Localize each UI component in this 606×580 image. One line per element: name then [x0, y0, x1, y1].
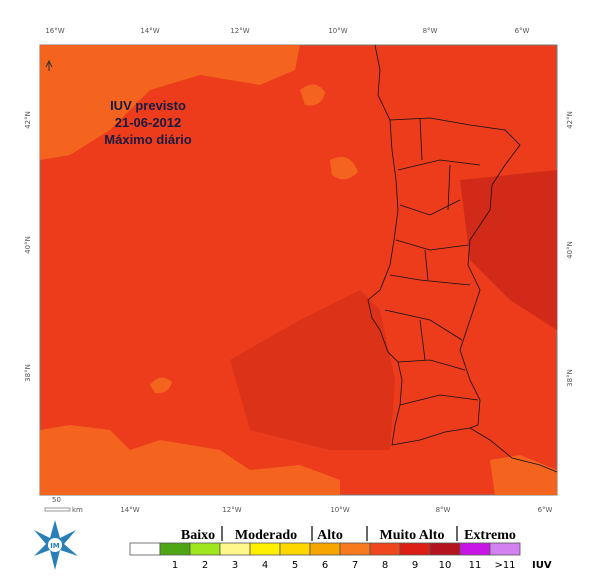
- top-tick-label: 8°W: [423, 27, 438, 35]
- bottom-tick-label: 10°W: [330, 506, 349, 514]
- logo: IM: [34, 520, 78, 570]
- legend: Baixo Moderado Alto Muito Alto Extremo 1 2 3 4 5 6…: [129, 526, 552, 571]
- legend-label: 8: [382, 560, 388, 571]
- bottom-tick-label: 8°W: [436, 506, 451, 514]
- legend-swatch: [429, 542, 461, 556]
- legend-label: 9: [412, 560, 418, 571]
- legend-label: 7: [352, 560, 358, 571]
- legend-swatch: [219, 542, 251, 556]
- legend-swatch: [369, 542, 401, 556]
- title-line: Máximo diário: [104, 132, 191, 147]
- legend-swatch: [159, 542, 191, 556]
- left-tick-label: 40°N: [24, 236, 32, 254]
- scale-unit: km: [72, 506, 83, 514]
- scale-bar: [44, 507, 71, 512]
- title-line: 21-06-2012: [115, 115, 182, 130]
- bottom-tick-label: 6°W: [538, 506, 553, 514]
- legend-swatch: [309, 542, 341, 556]
- legend-group: Baixo: [181, 528, 215, 543]
- coastline: [367, 44, 558, 473]
- right-tick-label: 40°N: [566, 241, 574, 259]
- north-arrow: [45, 59, 53, 71]
- legend-group: Muito Alto: [380, 528, 445, 543]
- dark-region: [230, 290, 395, 450]
- right-tick-label: 42°N: [566, 111, 574, 129]
- legend-label: 3: [232, 560, 238, 571]
- left-tick-label: 38°N: [24, 364, 32, 382]
- top-tick-label: 14°W: [140, 27, 159, 35]
- legend-label: 1: [172, 560, 178, 571]
- bottom-tick-label: 12°W: [222, 506, 241, 514]
- legend-swatch: [279, 542, 311, 556]
- svg-text:IM: IM: [50, 542, 60, 550]
- scale-value: 50: [52, 496, 61, 504]
- legend-label: 2: [202, 560, 208, 571]
- legend-label: 4: [262, 560, 268, 571]
- top-tick-label: 12°W: [230, 27, 249, 35]
- legend-group: Extremo: [464, 528, 516, 543]
- title-line: IUV previsto: [110, 98, 186, 113]
- left-tick-label: 42°N: [24, 111, 32, 129]
- legend-group: Moderado: [235, 528, 297, 543]
- legend-label: 10: [439, 560, 452, 571]
- orange-region: [40, 45, 300, 160]
- legend-label: 11: [469, 560, 482, 571]
- orange-region: [330, 156, 358, 180]
- legend-unit: IUV: [532, 560, 552, 571]
- legend-label: >11: [494, 560, 515, 571]
- map: IUV previsto 21-06-2012 Máximo diário 50…: [39, 44, 558, 514]
- orange-region: [40, 425, 340, 495]
- legend-label: 6: [322, 560, 328, 571]
- legend-group: Alto: [317, 528, 343, 543]
- right-tick-label: 38°N: [566, 369, 574, 387]
- legend-swatch: [339, 542, 371, 556]
- top-tick-label: 16°W: [45, 27, 64, 35]
- top-tick-label: 10°W: [328, 27, 347, 35]
- legend-swatch: [129, 542, 161, 556]
- orange-region: [300, 84, 325, 106]
- legend-swatch: [459, 542, 491, 556]
- dark-region: [460, 170, 557, 330]
- legend-swatch: [399, 542, 431, 556]
- top-tick-label: 6°W: [515, 27, 530, 35]
- legend-label: 5: [292, 560, 298, 571]
- legend-swatch: [189, 542, 221, 556]
- orange-region: [150, 377, 172, 394]
- bottom-tick-label: 14°W: [120, 506, 139, 514]
- legend-swatch: [489, 542, 521, 556]
- legend-swatch: [249, 542, 281, 556]
